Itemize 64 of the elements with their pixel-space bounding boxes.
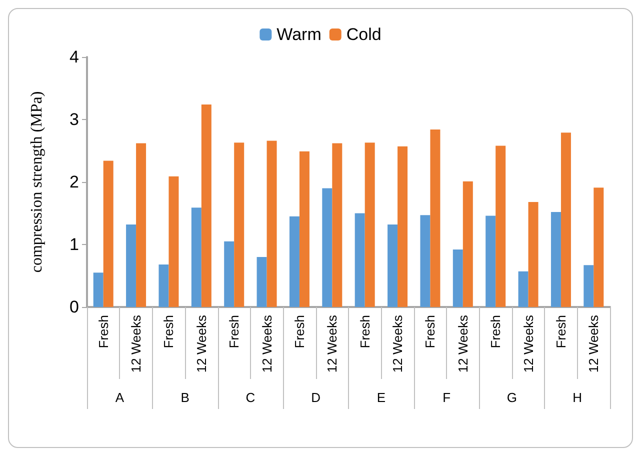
y-tick-label: 2 — [70, 172, 79, 192]
bar — [594, 188, 604, 307]
bar — [201, 104, 212, 307]
x-tick-label: 12 Weeks — [586, 314, 602, 373]
text: E — [376, 390, 386, 405]
bar — [322, 188, 332, 307]
bar — [452, 250, 463, 307]
text: D — [311, 390, 321, 405]
bar — [234, 142, 244, 307]
legend-label: Warm — [276, 25, 322, 44]
text: C — [246, 390, 256, 405]
x-tick-label: 12 Weeks — [455, 314, 470, 373]
bar — [550, 212, 561, 307]
bar — [126, 224, 136, 307]
x-tick-label: 12 Weeks — [194, 314, 209, 373]
bar — [256, 257, 267, 307]
bar — [420, 215, 430, 307]
bar — [224, 241, 234, 307]
bar — [560, 132, 571, 307]
x-tick-label: Fresh — [357, 315, 372, 348]
bar — [486, 216, 496, 307]
bar — [136, 143, 146, 307]
bar — [462, 181, 473, 307]
bar — [388, 224, 398, 307]
text: A — [115, 390, 124, 405]
x-tick-label: Fresh — [488, 315, 504, 348]
y-tick-label: 0 — [70, 298, 79, 316]
bar — [398, 146, 408, 307]
bar — [354, 213, 365, 307]
x-tick-label: 12 Weeks — [390, 314, 406, 373]
bar — [191, 208, 202, 307]
bar — [518, 271, 528, 307]
x-tick-label: Fresh — [226, 315, 242, 348]
legend-label: Cold — [346, 25, 382, 44]
bar — [332, 143, 342, 307]
x-tick-label: 12 Weeks — [324, 314, 340, 373]
text: H — [572, 390, 582, 405]
x-tick-label: Fresh — [422, 315, 438, 348]
y-tick-label: 1 — [70, 235, 79, 254]
x-tick-label: Fresh — [161, 315, 176, 348]
x-tick-label: Fresh — [553, 315, 568, 348]
bar — [496, 146, 506, 307]
text: F — [442, 390, 451, 405]
x-tick-label: Fresh — [292, 315, 307, 348]
bar — [584, 265, 594, 307]
text: G — [506, 390, 517, 405]
bar — [93, 272, 104, 307]
x-tick-label: 12 Weeks — [520, 314, 536, 373]
bar — [299, 151, 310, 307]
x-tick-label: 12 Weeks — [259, 314, 274, 373]
y-tick-label: 4 — [70, 48, 79, 66]
bar — [430, 130, 440, 307]
x-tick-label: 12 Weeks — [128, 314, 144, 373]
y-axis-title: compression strength (MPa) — [28, 91, 46, 273]
bar — [289, 216, 300, 307]
y-tick-label: 3 — [70, 110, 79, 129]
bar — [266, 140, 277, 307]
bar — [103, 160, 114, 307]
x-tick-label: Fresh — [96, 315, 111, 348]
bar — [168, 176, 179, 307]
text: B — [180, 390, 190, 405]
bar — [158, 264, 169, 307]
bar — [528, 202, 538, 307]
bar — [364, 142, 375, 307]
